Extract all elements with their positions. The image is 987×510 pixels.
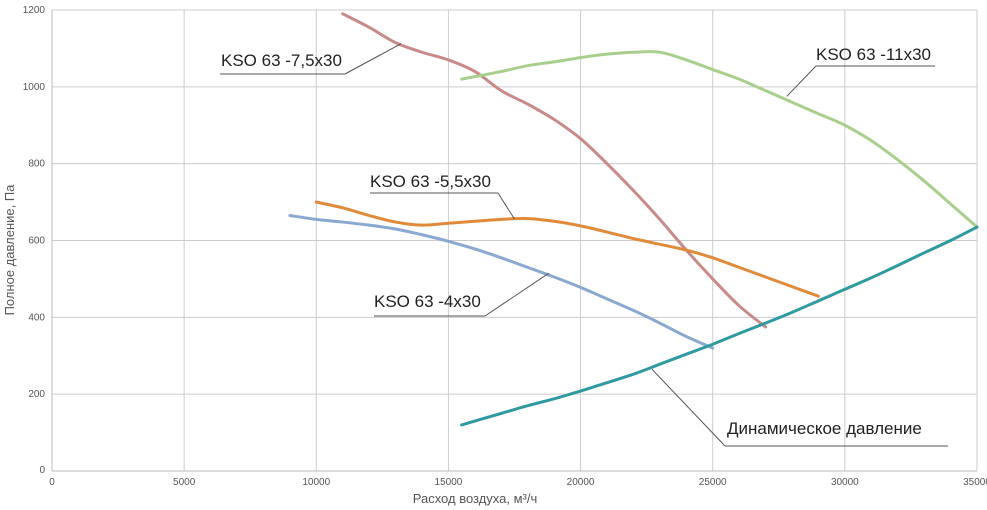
y-tick-label: 1200 <box>23 5 46 16</box>
x-tick-label: 0 <box>49 477 55 488</box>
series-line-4 <box>460 225 979 427</box>
x-tick-label: 30000 <box>831 477 859 488</box>
callout-kso63-11x30: KSO 63 -11x30 <box>816 45 931 64</box>
callout-leaders <box>220 43 948 447</box>
series-line-2 <box>314 200 820 298</box>
series-line-3 <box>288 214 715 350</box>
x-axis-title: Расход воздуха, м³/ч <box>413 491 538 506</box>
callout-pointer-2 <box>497 192 515 220</box>
x-tick-label: 15000 <box>435 477 463 488</box>
y-tick-label: 600 <box>28 236 45 247</box>
callout-pointer-0 <box>344 43 402 75</box>
callout-kso63-5-5x30: KSO 63 -5,5x30 <box>370 172 491 191</box>
callout-dynamic-pressure: Динамическое давление <box>727 419 922 438</box>
y-tick-label: 200 <box>28 389 45 400</box>
y-tick-label: 800 <box>28 159 45 170</box>
callout-pointer-1 <box>786 65 817 97</box>
callout-pointer-3 <box>484 272 550 317</box>
x-tick-label: 5000 <box>173 477 196 488</box>
callout-kso63-4x30: KSO 63 -4x30 <box>374 292 481 311</box>
y-axis-title: Полное давление, Па <box>2 184 17 316</box>
y-tick-label: 400 <box>28 312 45 323</box>
y-tick-label: 1000 <box>23 82 46 93</box>
series-lines <box>288 12 979 427</box>
callout-kso63-7-5x30: KSO 63 -7,5x30 <box>221 51 342 70</box>
x-tick-label: 20000 <box>567 477 595 488</box>
x-tick-label: 25000 <box>699 477 727 488</box>
axes <box>51 10 977 472</box>
series-line-1 <box>460 50 979 229</box>
x-tick-label: 10000 <box>302 477 330 488</box>
series-line-0 <box>341 12 768 329</box>
callout-pointer-4 <box>651 368 726 447</box>
y-tick-label: 0 <box>39 465 45 476</box>
